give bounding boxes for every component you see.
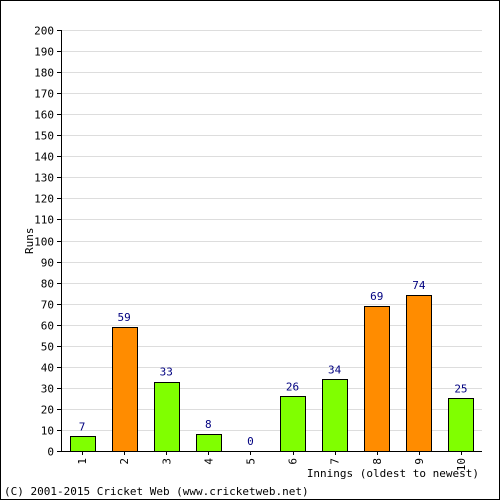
y-tick-label-180: 180 — [34, 67, 54, 80]
bars — [70, 295, 474, 452]
bar-6 — [280, 396, 306, 452]
x-tick-label-9: 9 — [413, 458, 426, 465]
x-tick-label-3: 3 — [160, 458, 173, 465]
bar-2 — [112, 327, 138, 452]
y-tick-label-70: 70 — [41, 299, 54, 312]
y-tick-label-90: 90 — [41, 257, 54, 270]
data-label-6: 26 — [286, 380, 299, 393]
y-tick-label-80: 80 — [41, 278, 54, 291]
x-axis-title: Innings (oldest to newest) — [307, 467, 479, 480]
y-axis-title: Runs — [23, 228, 36, 255]
y-tick-label-10: 10 — [41, 425, 54, 438]
bar-3 — [154, 382, 180, 452]
data-label-3: 33 — [160, 366, 173, 379]
data-label-4: 8 — [205, 418, 212, 431]
y-tick-label-140: 140 — [34, 151, 54, 164]
bar-7 — [322, 379, 348, 452]
x-tick-label-8: 8 — [371, 458, 384, 465]
y-tick-label-0: 0 — [47, 446, 54, 459]
copyright-notice: (C) 2001-2015 Cricket Web (www.cricketwe… — [4, 485, 309, 498]
axes — [57, 30, 482, 455]
y-tick-label-20: 20 — [41, 404, 54, 417]
bar-10 — [448, 398, 474, 452]
bar-4 — [196, 434, 222, 452]
bar-9 — [406, 295, 432, 452]
x-tick-label-7: 7 — [329, 458, 342, 465]
x-tick-label-5: 5 — [244, 458, 257, 465]
data-label-9: 74 — [412, 279, 426, 292]
y-tick-label-110: 110 — [34, 214, 54, 227]
data-label-10: 25 — [454, 382, 467, 395]
y-tick-label-50: 50 — [41, 341, 54, 354]
y-tick-labels: 0 10 20 30 40 50 60 70 80 90 100 110 120 130 140 150 160… — [34, 25, 54, 459]
y-tick-label-60: 60 — [41, 320, 54, 333]
bar-8 — [364, 306, 390, 452]
data-labels: 7 59 33 8 0 26 34 69 74 25 — [79, 279, 468, 448]
x-tick-label-4: 4 — [202, 458, 215, 465]
y-tick-label-190: 190 — [34, 46, 54, 59]
x-tick-label-1: 1 — [76, 458, 89, 465]
y-tick-label-130: 130 — [34, 172, 54, 185]
data-label-5: 0 — [247, 435, 254, 448]
x-tick-label-10: 10 — [455, 458, 468, 471]
y-tick-label-100: 100 — [34, 236, 54, 249]
data-label-1: 7 — [79, 420, 86, 433]
data-label-8: 69 — [370, 290, 383, 303]
y-tick-label-150: 150 — [34, 130, 54, 143]
y-tick-label-160: 160 — [34, 109, 54, 122]
y-tick-label-30: 30 — [41, 383, 54, 396]
y-tick-label-170: 170 — [34, 88, 54, 101]
bar-1 — [70, 436, 96, 452]
data-label-2: 59 — [118, 311, 131, 324]
x-tick-label-2: 2 — [118, 458, 131, 465]
data-label-7: 34 — [328, 363, 342, 376]
x-tick-label-6: 6 — [287, 458, 300, 465]
y-tick-label-40: 40 — [41, 362, 54, 375]
x-tick-labels: 1 2 3 4 5 6 7 8 9 10 — [76, 458, 468, 472]
y-tick-label-200: 200 — [34, 25, 54, 38]
y-tick-label-120: 120 — [34, 193, 54, 206]
